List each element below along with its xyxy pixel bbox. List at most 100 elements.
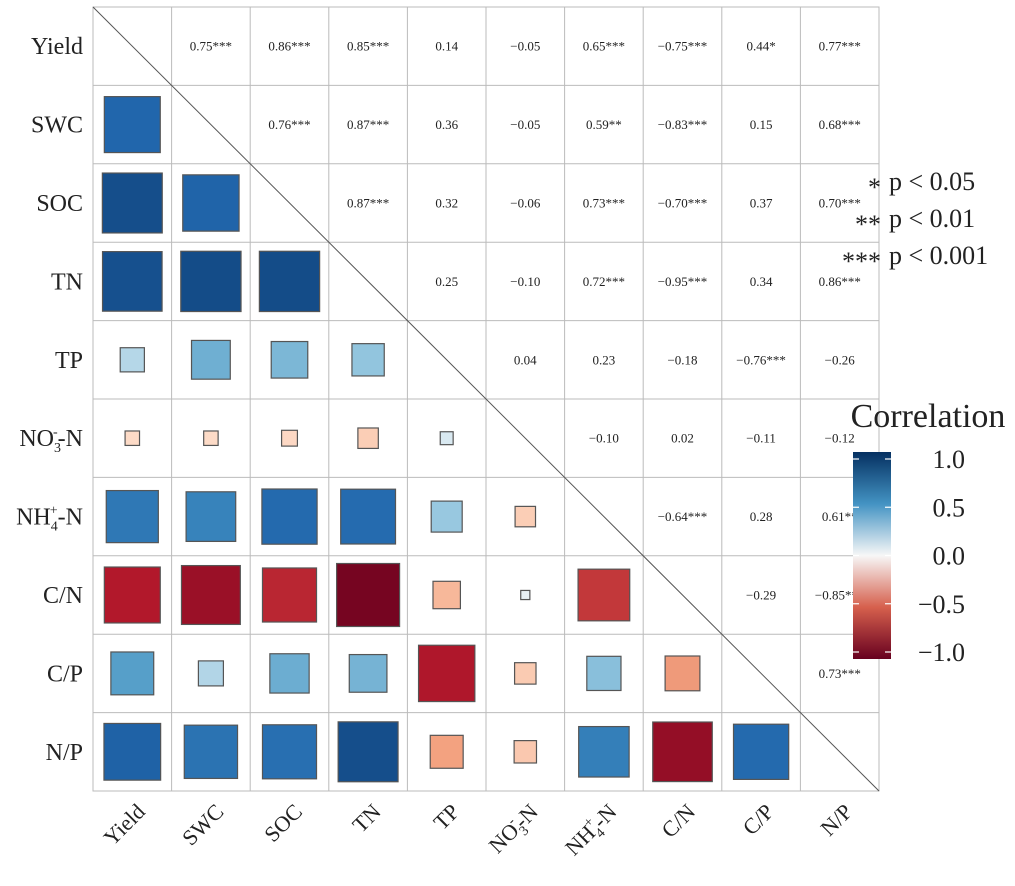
column-label: Yield	[98, 799, 149, 850]
column-label: N/P	[815, 799, 857, 841]
correlation-label: 0.25	[435, 274, 458, 289]
row-label: SOC	[36, 191, 83, 217]
legend-tick-label: 1.0	[933, 445, 966, 474]
correlation-label: 0.36	[435, 117, 458, 132]
significance-text: p < 0.05	[889, 167, 975, 196]
significance-stars: ***	[842, 247, 881, 276]
correlation-label: 0.37	[750, 196, 773, 211]
correlation-square	[337, 721, 399, 783]
correlation-square	[514, 505, 537, 528]
correlation-square	[357, 427, 379, 450]
correlation-label: 0.87***	[347, 196, 389, 211]
correlation-square	[203, 430, 219, 447]
correlation-label: 0.65***	[583, 39, 625, 54]
correlation-label: 0.87***	[347, 117, 389, 132]
correlation-label: 0.02	[671, 431, 694, 446]
correlation-label: −0.10	[510, 274, 540, 289]
correlation-label: 0.61**	[822, 509, 858, 524]
correlation-label: 0.44*	[746, 39, 775, 54]
correlation-square	[432, 580, 462, 610]
correlation-square	[103, 566, 161, 624]
correlation-label: −0.29	[746, 588, 776, 603]
column-label: TN	[347, 799, 385, 837]
correlation-square	[280, 429, 299, 447]
row-label: SWC	[31, 113, 83, 139]
correlation-label: 0.77***	[819, 39, 861, 54]
correlation-label: 0.76***	[268, 117, 310, 132]
correlation-label: −0.05	[510, 39, 540, 54]
correlation-square	[351, 343, 385, 377]
correlation-label: −0.26	[825, 352, 856, 367]
legend-tick-label: 0.0	[933, 542, 966, 571]
row-label: NH4+-N	[16, 504, 83, 535]
correlation-label: 0.14	[435, 39, 458, 54]
correlation-square	[261, 567, 318, 623]
correlation-square	[732, 723, 790, 780]
row-label: TN	[51, 269, 83, 295]
correlation-square	[119, 347, 145, 373]
correlation-square	[101, 251, 163, 312]
correlation-square	[261, 488, 318, 545]
correlation-square	[105, 489, 159, 544]
legend-tick-label: −0.5	[918, 590, 965, 619]
column-label: C/N	[656, 799, 700, 843]
significance-text: p < 0.001	[889, 241, 988, 270]
significance-key: * p < 0.05 ** p < 0.01 *** p < 0.001	[842, 167, 988, 276]
correlation-label: 0.15	[750, 117, 773, 132]
correlation-square	[513, 662, 537, 685]
legend: Correlation 1.0 0.5 0.0 −0.5 −1.0	[851, 398, 1006, 667]
correlation-label: −0.05	[510, 117, 540, 132]
correlation-label: −0.18	[667, 352, 697, 367]
row-label: C/N	[43, 583, 83, 609]
column-label: NO3--N	[483, 798, 546, 861]
row-label: N/P	[46, 740, 83, 766]
correlation-square	[664, 655, 701, 692]
correlation-square	[180, 564, 241, 626]
correlation-label: 0.85***	[347, 39, 389, 54]
correlation-square	[270, 340, 309, 379]
correlation-label: 0.04	[514, 352, 537, 367]
column-label: SWC	[177, 799, 228, 850]
row-label: NO3--N	[19, 425, 83, 456]
correlation-square	[101, 172, 163, 234]
legend-colorbar	[853, 452, 891, 659]
legend-title: Correlation	[851, 398, 1006, 435]
correlation-label: 0.28	[750, 509, 773, 524]
correlation-label: −0.64***	[658, 509, 708, 524]
correlation-square	[348, 653, 388, 693]
correlation-square	[586, 655, 622, 692]
correlation-label: 0.72***	[583, 274, 625, 289]
correlation-square	[336, 562, 401, 628]
correlation-label: 0.86***	[819, 274, 861, 289]
correlation-label: 0.68***	[819, 117, 861, 132]
legend-tick-label: 0.5	[933, 493, 966, 522]
correlation-square	[429, 734, 464, 769]
correlation-square	[124, 430, 141, 447]
correlation-label: 0.32	[435, 196, 458, 211]
correlation-square	[269, 653, 310, 694]
heatmap-cells: 0.75*** 0.86*** 0.85*** 0.14 −0.05 0.65*** −0.…	[101, 39, 864, 783]
correlation-square	[340, 488, 397, 545]
correlation-label: −0.95***	[658, 274, 708, 289]
correlation-square	[578, 725, 630, 778]
correlation-square	[185, 491, 237, 543]
correlation-label: 0.70***	[819, 196, 861, 211]
column-label: NH4+-N	[559, 798, 625, 864]
correlation-label: −0.76***	[736, 352, 786, 367]
correlation-square	[520, 589, 531, 601]
correlation-label: 0.34	[750, 274, 773, 289]
correlation-square	[190, 339, 231, 380]
correlation-square	[261, 724, 318, 780]
column-label: C/P	[738, 799, 779, 840]
correlation-label: 0.23	[593, 352, 616, 367]
correlation-label: −0.83***	[658, 117, 708, 132]
correlation-label: −0.06	[510, 196, 541, 211]
correlation-square	[197, 660, 225, 687]
correlation-label: 0.75***	[190, 39, 232, 54]
correlation-label: −0.75***	[658, 39, 708, 54]
correlation-square	[103, 722, 162, 781]
correlation-square	[577, 568, 631, 622]
legend-tick-label: −1.0	[918, 638, 965, 667]
correlation-label: −0.11	[746, 431, 776, 446]
correlation-square	[180, 250, 242, 313]
